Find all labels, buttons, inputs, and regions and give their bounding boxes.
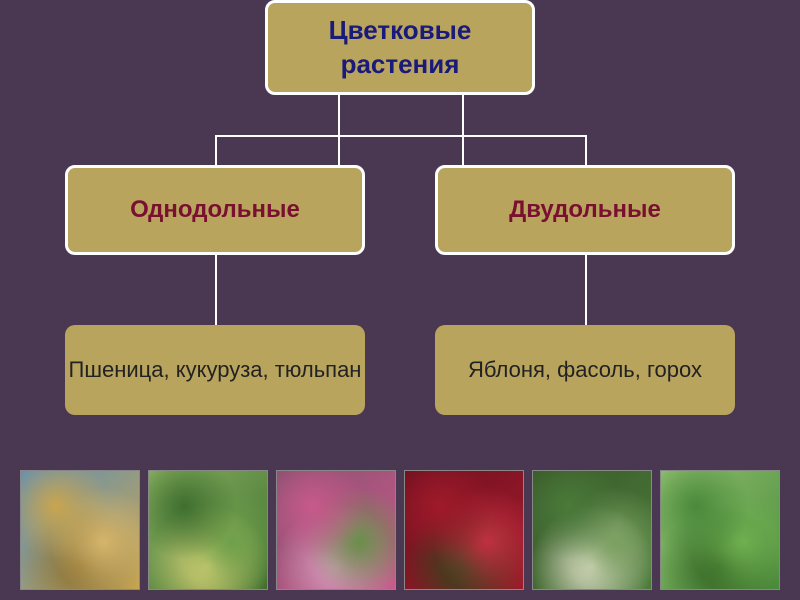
plant-image-wheat <box>20 470 140 590</box>
branch-0-examples-node-label: Пшеница, кукуруза, тюльпан <box>69 356 362 385</box>
branch-1-examples-node: Яблоня, фасоль, горох <box>435 325 735 415</box>
plant-image-beans <box>532 470 652 590</box>
plant-image-crabapples <box>404 470 524 590</box>
connector-line <box>215 135 585 137</box>
plant-image-tulips <box>276 470 396 590</box>
plant-image-peas <box>660 470 780 590</box>
branch-0-examples-node: Пшеница, кукуруза, тюльпан <box>65 325 365 415</box>
plant-images-row <box>20 470 780 590</box>
branch-0-label-node-label: Однодольные <box>130 194 300 225</box>
plant-image-corn <box>148 470 268 590</box>
branch-1-examples-node-label: Яблоня, фасоль, горох <box>468 356 702 385</box>
root-node-label: Цветковые растения <box>268 14 532 82</box>
branch-1-label-node: Двудольные <box>435 165 735 255</box>
branch-0-label-node: Однодольные <box>65 165 365 255</box>
branch-1-label-node-label: Двудольные <box>509 194 661 225</box>
root-node: Цветковые растения <box>265 0 535 95</box>
